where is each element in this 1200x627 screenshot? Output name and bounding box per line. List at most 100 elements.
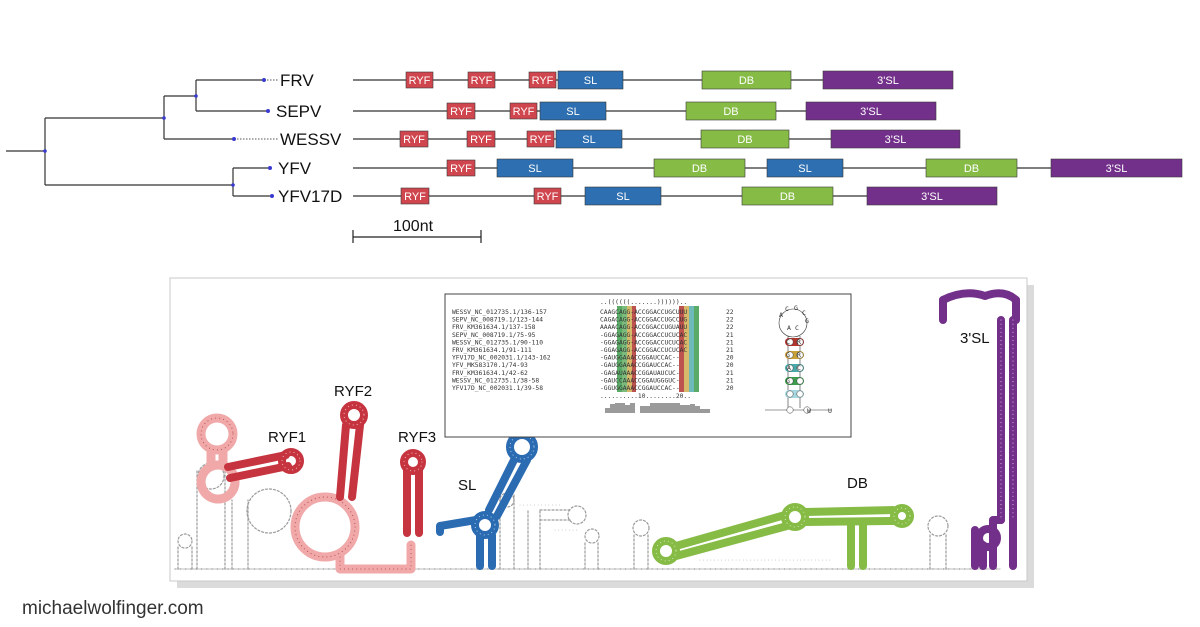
consensus-letter: A <box>779 311 783 319</box>
scale-bar-label: 100nt <box>393 218 434 235</box>
alignment-row-len: 20 <box>726 385 734 392</box>
consensus-letter: C <box>795 324 799 332</box>
block-label: SL <box>528 163 541 175</box>
taxon-labels: FRV SEPV WESSV YFV YFV17D <box>276 71 342 206</box>
alignment-row-seq: CAAGCAGG-ACCGGACCUGCUUU <box>600 309 687 316</box>
block-label: DB <box>739 75 754 87</box>
alignment-row-seq: -GGAGAGG-ACCGGACCUCUCAC <box>600 347 687 354</box>
alignment-row-len: 21 <box>726 347 734 354</box>
alignment-row-id: WESSV_NC_012735.1/90-110 <box>452 339 543 346</box>
consensus-letter: G <box>805 317 809 325</box>
phylogenetic-tree <box>6 79 272 197</box>
alignment-row-len: 21 <box>726 332 734 339</box>
block-label: 3'SL <box>860 106 882 118</box>
block-ryf <box>446 159 476 177</box>
consensus-letter: W <box>807 407 811 415</box>
block-label: RYF <box>470 134 492 146</box>
block-db <box>701 70 792 90</box>
block-ryf <box>533 187 562 205</box>
block-label: 3'SL <box>885 134 907 146</box>
block-3sl <box>805 101 937 121</box>
block-label: RYF <box>450 163 472 175</box>
alignment-row-id: WESSV_NC_012735.1/136-157 <box>452 309 547 316</box>
alignment-row-len: 21 <box>726 339 734 346</box>
taxon-label-yfv: YFV <box>278 159 312 178</box>
block-ryf <box>405 71 434 89</box>
consensus-letter: C <box>785 305 789 313</box>
consensus-letter: R <box>797 338 801 346</box>
block-label: 3'SL <box>1106 163 1128 175</box>
alignment-row-len: 20 <box>726 362 734 369</box>
alignment-row-id: YFV_MK583170.1/74-93 <box>452 362 528 369</box>
sl-label: SL <box>458 477 476 494</box>
alignment-row-seq: -GAUGGAAACCGGAUCCAC-- <box>600 362 680 369</box>
consensus-letter: G <box>786 377 790 385</box>
alignment-row-seq: -GGUGGAAACCGGAUCCAC-- <box>600 385 680 392</box>
block-sl <box>766 158 844 178</box>
consensus-letter: C <box>786 338 790 346</box>
block-ryf <box>528 71 557 89</box>
alignment-rows: WESSV_NC_012735.1/136-157 CAAGCAGG-ACCGGA… <box>452 309 734 392</box>
block-label: RYF <box>404 191 426 203</box>
block-db <box>925 158 1018 178</box>
block-label: RYF <box>471 75 493 87</box>
block-label: DB <box>692 163 707 175</box>
alignment-row-id: YFV17D_NC_002031.1/39-58 <box>452 385 543 392</box>
ryf3-label: RYF3 <box>398 429 436 446</box>
consensus-letter: C <box>797 364 801 372</box>
consensus-letter: A <box>787 324 791 332</box>
block-ryf <box>526 130 555 148</box>
block-label: DB <box>737 134 752 146</box>
block-sl <box>555 129 623 149</box>
block-label: SL <box>616 191 629 203</box>
taxon-label-yfv17d: YFV17D <box>278 187 342 206</box>
block-label: RYF <box>513 106 535 118</box>
ryf2-label: RYF2 <box>334 383 372 400</box>
block-db <box>741 186 834 206</box>
block-label: DB <box>780 191 795 203</box>
consensus-letter: C <box>802 309 806 317</box>
alignment-row-seq: -GGAGAGG-ACCGGACCUCUCAC <box>600 339 687 346</box>
alignment-row-seq: -GAGAUAAACCGGAUAUCUC- <box>600 370 680 377</box>
alignment-row-id: FRV_KM361634.1/42-62 <box>452 370 528 377</box>
track-yfv17d: RYF RYF SL DB 3'SL <box>353 186 998 206</box>
alignment-row-seq: -GGAGAGG-ACCGGACCUCUCAC <box>600 332 687 339</box>
block-label: RYF <box>537 191 559 203</box>
track-yfv: RYF SL DB SL DB 3'SL <box>353 158 1183 178</box>
block-label: DB <box>964 163 979 175</box>
alignment-inset: ..((((((.......)))))).. WESSV_NC_012735.… <box>444 293 852 438</box>
taxon-label-sepv: SEPV <box>276 102 322 121</box>
alignment-row-len: 21 <box>726 370 734 377</box>
taxon-label-wessv: WESSV <box>280 130 342 149</box>
block-sl <box>496 158 574 178</box>
block-ryf <box>400 187 430 205</box>
track-frv: RYF RYF RYF SL DB 3'SL <box>353 70 954 90</box>
taxon-label-frv: FRV <box>280 71 314 90</box>
block-label: 3'SL <box>921 191 943 203</box>
block-3sl <box>866 186 998 206</box>
block-label: RYF <box>530 134 552 146</box>
sl-structure <box>436 431 538 570</box>
alignment-row-id: FRV_KM361634.1/91-111 <box>452 347 532 354</box>
alignment-column-colors <box>617 306 699 392</box>
alignment-row-id: SEPV_NC_008719.1/75-95 <box>452 332 536 339</box>
block-3sl <box>830 129 961 149</box>
consensus-letter: G <box>794 304 798 312</box>
block-db <box>685 101 777 121</box>
block-label: DB <box>723 106 738 118</box>
block-ryf <box>467 71 496 89</box>
block-ryf <box>446 102 476 120</box>
tree-dotted-tips <box>234 79 278 140</box>
alignment-row-seq: -GAUGGAAACCGGAUCCAC-- <box>600 355 680 362</box>
rna-nucleotide-ticks <box>519 504 831 561</box>
consensus-letter: U <box>828 407 832 415</box>
track-wessv: RYF RYF RYF SL DB 3'SL <box>353 129 961 149</box>
db-label: DB <box>847 475 868 492</box>
block-label: 3'SL <box>877 75 899 87</box>
alignment-row-id: FRV_KM361634.1/137-158 <box>452 324 536 331</box>
block-sl <box>584 186 662 206</box>
alignment-row-seq: AAAACAGG-ACCGGACCUGUAUU <box>600 324 687 331</box>
